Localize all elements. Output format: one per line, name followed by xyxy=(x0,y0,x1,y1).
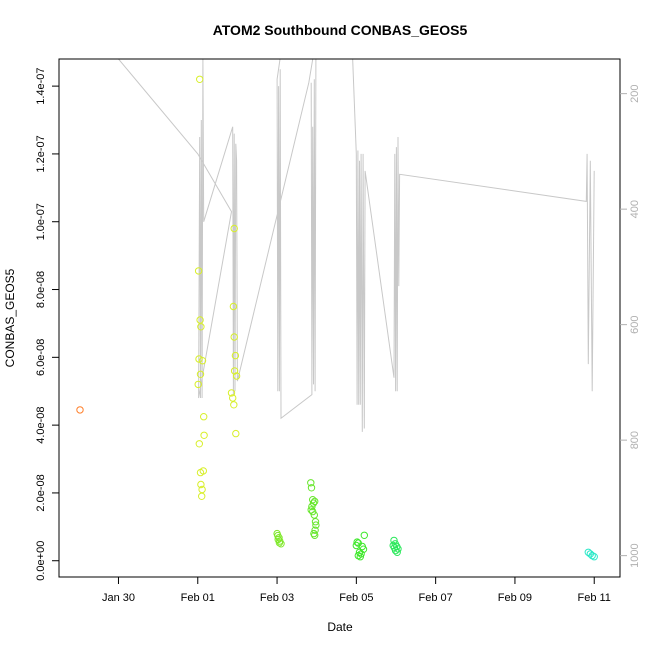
data-point xyxy=(310,511,318,519)
y-axis: 0.0e+00 2.0e-08 4.0e-08 6.0e-08 8.0e-08 1.0e-… xyxy=(35,67,59,581)
data-point xyxy=(230,367,239,375)
x-tick-label: Feb 05 xyxy=(339,592,373,604)
data-point xyxy=(197,323,205,331)
y2-tick-label: 200 xyxy=(629,84,641,102)
y2-tick-label: 800 xyxy=(629,431,641,449)
data-point xyxy=(229,302,238,311)
x-tick-label: Feb 09 xyxy=(498,592,532,604)
data-point xyxy=(355,548,364,556)
data-point xyxy=(309,499,318,507)
data-point xyxy=(311,518,320,526)
series-line xyxy=(117,59,595,432)
data-point xyxy=(200,431,208,439)
y2-tick-label: 1000 xyxy=(629,543,641,567)
y2-tick-label: 600 xyxy=(629,315,641,333)
y-axis-label: CONBAS_GEOS5 xyxy=(3,268,17,367)
data-point xyxy=(391,546,400,555)
data-point xyxy=(307,484,316,492)
data-point xyxy=(227,389,236,397)
y2-tick-label: 400 xyxy=(629,200,641,218)
y-tick-label: 4.0e-08 xyxy=(35,406,47,443)
data-point xyxy=(356,553,364,561)
y-tick-label: 1.2e-07 xyxy=(35,135,47,172)
x-axis: Jan 30 Feb 01 Feb 03 Feb 05 Feb 07 Feb 09 Feb … xyxy=(102,577,611,604)
data-point xyxy=(277,540,285,548)
data-point xyxy=(200,413,208,421)
data-point xyxy=(194,267,203,275)
data-point xyxy=(230,333,238,341)
data-point xyxy=(196,370,205,378)
data-point xyxy=(353,538,361,546)
data-point xyxy=(311,531,319,539)
data-point xyxy=(308,502,316,511)
y-tick-label: 8.0e-08 xyxy=(35,271,47,308)
data-point xyxy=(309,507,317,516)
x-axis-label: Date xyxy=(327,620,353,634)
x-tick-label: Feb 07 xyxy=(419,592,453,604)
data-point xyxy=(229,394,237,402)
data-point xyxy=(197,480,205,489)
y2-axis: 200 400 600 800 1000 xyxy=(620,84,641,568)
y-tick-label: 2.0e-08 xyxy=(35,474,47,511)
data-point xyxy=(198,492,206,500)
data-point xyxy=(76,406,84,414)
data-point xyxy=(311,526,319,534)
data-point xyxy=(393,548,401,556)
plot-frame xyxy=(58,58,621,578)
x-tick-label: Feb 03 xyxy=(260,592,294,604)
chart-title: ATOM2 Southbound CONBAS_GEOS5 xyxy=(213,22,468,38)
y-tick-label: 0.0e+00 xyxy=(35,541,47,581)
data-point xyxy=(231,351,240,360)
scatter-points xyxy=(76,75,598,561)
data-point xyxy=(230,401,238,409)
data-point xyxy=(194,380,202,389)
data-point xyxy=(195,440,204,448)
data-point xyxy=(195,355,203,363)
data-point xyxy=(360,531,368,539)
y-tick-label: 1.4e-07 xyxy=(35,67,47,104)
data-point xyxy=(196,75,204,84)
x-tick-label: Feb 11 xyxy=(578,592,611,604)
y-tick-label: 6.0e-08 xyxy=(35,339,47,376)
data-point xyxy=(232,372,241,380)
data-point xyxy=(196,468,205,477)
data-point xyxy=(232,429,240,438)
data-point xyxy=(275,539,284,547)
x-tick-label: Jan 30 xyxy=(102,592,135,604)
altitude-trace-line xyxy=(117,59,595,432)
data-point xyxy=(590,553,598,561)
data-point xyxy=(198,357,207,365)
data-point xyxy=(390,536,398,545)
y-tick-label: 1.0e-07 xyxy=(35,203,47,240)
data-point xyxy=(230,224,238,233)
data-point xyxy=(307,479,315,487)
x-tick-label: Feb 01 xyxy=(181,592,215,604)
data-point xyxy=(312,521,320,529)
